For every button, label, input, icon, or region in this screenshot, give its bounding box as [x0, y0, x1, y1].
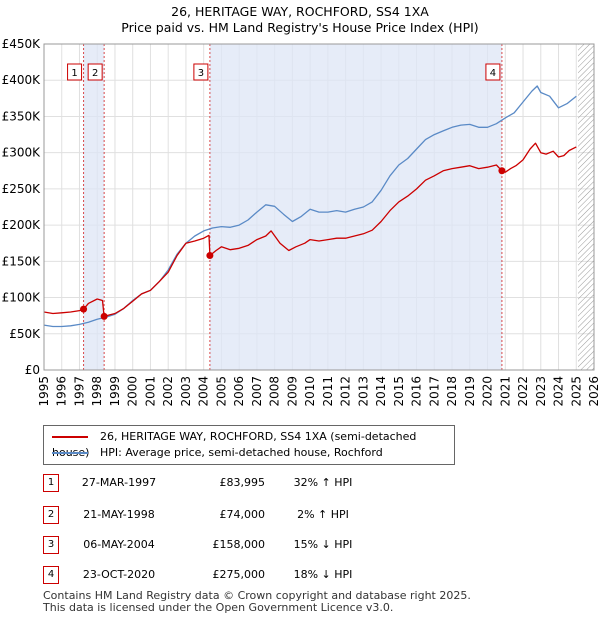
- x-tick-label: 2016: [410, 376, 424, 407]
- shaded-range: [83, 44, 105, 370]
- transaction-date: 27-MAR-1997: [81, 476, 157, 489]
- chart-title: 26, HERITAGE WAY, ROCHFORD, SS4 1XA Pric…: [0, 4, 600, 36]
- footer-line-1: Contains HM Land Registry data © Crown c…: [43, 589, 471, 602]
- x-tick-label: 2002: [161, 376, 175, 407]
- transaction-label: 3: [198, 68, 204, 79]
- transaction-number: 3: [43, 536, 59, 554]
- x-tick-label: 2022: [516, 376, 530, 407]
- future-hatch-area: [578, 44, 594, 370]
- transaction-label: 1: [71, 68, 77, 79]
- legend-item-hpi: HPI: Average price, semi-detached house,…: [52, 445, 383, 461]
- y-tick-label: £50K: [9, 327, 41, 341]
- transaction-hpi-diff: 18% ↓ HPI: [293, 568, 353, 581]
- x-tick-label: 2024: [552, 376, 566, 407]
- x-tick-label: 2012: [339, 376, 353, 407]
- y-tick-label: £200K: [2, 218, 42, 232]
- x-tick-label: 2009: [285, 376, 299, 407]
- transaction-label: 2: [92, 68, 98, 79]
- x-tick-label: 2000: [126, 376, 140, 407]
- transaction-date: 21-MAY-1998: [83, 508, 155, 521]
- future-hatch: [578, 44, 594, 370]
- transaction-point: [100, 312, 108, 320]
- transaction-point: [498, 167, 506, 175]
- property-price-line: [43, 142, 577, 318]
- x-tick-label: 2014: [374, 376, 388, 407]
- x-tick-label: 2025: [569, 376, 583, 407]
- y-tick-label: £250K: [2, 182, 42, 196]
- transaction-label-box: [87, 63, 103, 81]
- y-tick-label: £100K: [2, 291, 42, 305]
- legend-item-property: 26, HERITAGE WAY, ROCHFORD, SS4 1XA (sem…: [52, 429, 454, 459]
- transaction-row: 1 27-MAR-1997 £83,995 32% ↑ HPI: [43, 474, 463, 492]
- transaction-point: [80, 305, 88, 313]
- legend-swatch-property: [52, 436, 88, 438]
- x-tick-label: 2006: [232, 376, 246, 407]
- x-tick-label: 2019: [463, 376, 477, 407]
- y-tick-label: £350K: [2, 109, 42, 123]
- transaction-date: 23-OCT-2020: [82, 568, 156, 581]
- shaded-ranges: [83, 44, 502, 370]
- transaction-markers: 1 2 3 4: [67, 63, 506, 320]
- x-tick-label: 2018: [445, 376, 459, 407]
- transaction-row: 4 23-OCT-2020 £275,000 18% ↓ HPI: [43, 566, 463, 584]
- x-tick-label: 2023: [534, 376, 548, 407]
- x-tick-label: 1997: [72, 376, 86, 407]
- footer-line-2: This data is licensed under the Open Gov…: [43, 601, 394, 614]
- x-tick-label: 2007: [250, 376, 264, 407]
- price-chart: 1 2 3 4 £0 £50K £100K £150K £200K £250K £300K £350…: [2, 37, 600, 407]
- x-tick-label: 2004: [197, 376, 211, 407]
- x-tick-label: 2021: [498, 376, 512, 407]
- x-tick-label: 2005: [214, 376, 228, 407]
- transaction-number: 4: [43, 566, 59, 584]
- x-tick-label: 2011: [321, 376, 335, 407]
- transaction-label-box: [193, 63, 209, 81]
- transaction-label-box: [485, 63, 501, 81]
- x-tick-label: 2003: [179, 376, 193, 407]
- y-tick-label: £400K: [2, 73, 42, 87]
- x-tick-label: 2010: [303, 376, 317, 407]
- transaction-hpi-diff: 32% ↑ HPI: [293, 476, 353, 489]
- x-tick-label: 2026: [587, 376, 600, 407]
- x-tick-label: 2020: [481, 376, 495, 407]
- legend-swatch-hpi: [52, 452, 88, 454]
- transaction-price: £158,000: [212, 538, 266, 551]
- transaction-label: 4: [490, 68, 496, 79]
- transaction-number: 2: [43, 506, 59, 524]
- y-tick-label: £450K: [2, 37, 42, 51]
- x-tick-label: 2017: [427, 376, 441, 407]
- title-line-1: 26, HERITAGE WAY, ROCHFORD, SS4 1XA: [171, 4, 429, 19]
- transaction-row: 3 06-MAY-2004 £158,000 15% ↓ HPI: [43, 536, 463, 554]
- x-tick-label: 1996: [55, 376, 69, 407]
- y-tick-label: £150K: [2, 254, 42, 268]
- x-tick-label: 1999: [108, 376, 122, 407]
- transaction-point: [206, 252, 214, 260]
- plot-border: [43, 43, 595, 371]
- legend-label-hpi: HPI: Average price, semi-detached house,…: [100, 446, 383, 459]
- x-tick-label: 1995: [37, 376, 51, 407]
- x-tick-label: 2001: [143, 376, 157, 407]
- series-lines: [43, 85, 577, 328]
- footer-attribution: Contains HM Land Registry data © Crown c…: [43, 590, 471, 614]
- transaction-label-box: [67, 63, 83, 81]
- transaction-price: £83,995: [219, 476, 266, 489]
- legend: 26, HERITAGE WAY, ROCHFORD, SS4 1XA (sem…: [43, 425, 455, 465]
- transaction-date: 06-MAY-2004: [83, 538, 155, 551]
- shaded-range: [209, 44, 502, 370]
- transaction-price: £275,000: [212, 568, 266, 581]
- x-tick-label: 1998: [90, 376, 104, 407]
- axes: £0 £50K £100K £150K £200K £250K £300K £350K £400…: [2, 37, 600, 407]
- transaction-row: 2 21-MAY-1998 £74,000 2% ↑ HPI: [43, 506, 463, 524]
- x-tick-label: 2015: [392, 376, 406, 407]
- y-tick-label: £0: [25, 363, 40, 377]
- y-tick-label: £300K: [2, 146, 42, 160]
- x-tick-label: 2008: [268, 376, 282, 407]
- transaction-number: 1: [43, 474, 59, 492]
- title-line-2: Price paid vs. HM Land Registry's House …: [121, 20, 479, 35]
- x-tick-label: 2013: [356, 376, 370, 407]
- transaction-hpi-diff: 15% ↓ HPI: [293, 538, 353, 551]
- transaction-price: £74,000: [219, 508, 266, 521]
- transaction-hpi-diff: 2% ↑ HPI: [297, 508, 349, 521]
